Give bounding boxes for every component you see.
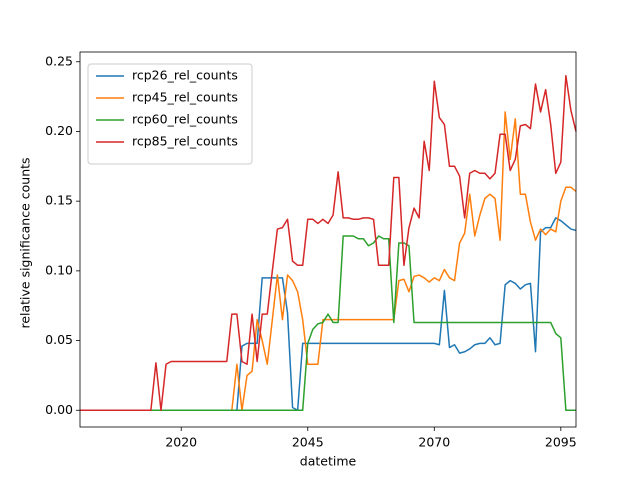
y-axis-label: relative significance counts: [18, 157, 33, 328]
y-tick-label: 0.00: [45, 402, 73, 417]
plot-frame: [79, 51, 577, 428]
x-tick-label: 2020: [165, 435, 197, 450]
x-tick-label: 2045: [292, 435, 324, 450]
line-series: [80, 235, 576, 412]
y-tick-label: 0.10: [45, 262, 73, 277]
legend-box: [87, 63, 253, 165]
legend-label: rcp45_rel_counts: [132, 90, 238, 105]
y-tick-label: 0.15: [45, 193, 73, 208]
x-tick-label: 2095: [545, 435, 577, 450]
line-series: [80, 74, 577, 412]
legend-label: rcp85_rel_counts: [132, 134, 238, 149]
x-tick-label: 2070: [418, 435, 450, 450]
y-tick-label: 0.05: [45, 332, 73, 347]
legend-label: rcp26_rel_counts: [132, 68, 238, 83]
x-axis-label: datetime: [300, 454, 357, 469]
y-tick-label: 0.25: [45, 53, 73, 68]
y-tick-label: 0.20: [45, 123, 73, 138]
legend-label: rcp60_rel_counts: [132, 112, 238, 127]
legend: rcp26_rel_counts rcp45_rel_counts rcp60_re…: [87, 63, 253, 165]
